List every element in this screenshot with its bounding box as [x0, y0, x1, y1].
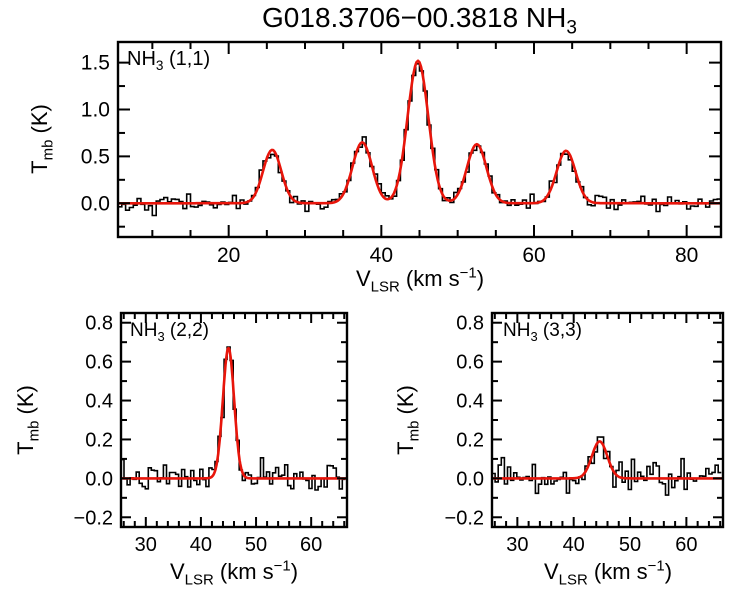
y-tick-label: 0.4: [85, 391, 113, 413]
y-tick-label: 0.8: [85, 313, 113, 335]
spectrum-histogram: [492, 436, 722, 496]
x-axis-label-bottom-left: VLSR (km s−1): [169, 557, 299, 589]
y-axis-label-bottom-left: Tmb (K): [13, 385, 43, 455]
y-tick-label: 0.0: [456, 468, 484, 490]
x-tick-label: 40: [190, 534, 212, 556]
y-tick-label: 0.2: [85, 429, 113, 451]
y-tick-label: 1.5: [81, 52, 110, 75]
x-tick-label: 60: [675, 534, 697, 556]
x-tick-label: 40: [370, 244, 393, 267]
axis-ticks: [493, 314, 722, 526]
y-axis-label-top: Tmb (K): [27, 104, 57, 174]
y-tick-label: 0.2: [456, 429, 484, 451]
gaussian-fit-curve: [121, 346, 347, 480]
axes-frame: [490, 311, 725, 529]
gaussian-fit-curve: [492, 440, 723, 480]
y-tick-label: 0.0: [81, 192, 110, 215]
y-tick-label: −0.2: [74, 507, 113, 529]
x-tick-label: 50: [619, 534, 641, 556]
y-tick-label: 0.4: [456, 391, 484, 413]
axes-frame: [119, 311, 349, 529]
x-tick-label: 60: [522, 244, 545, 267]
x-axis-label-top: VLSR (km s−1): [355, 264, 485, 296]
axis-ticks: [122, 314, 346, 526]
line-label-nh3-11: NH3 (1,1): [127, 48, 211, 73]
y-tick-label: 0.0: [85, 468, 113, 490]
data-layer-nh3-11: [118, 59, 721, 217]
spectrum-histogram: [121, 346, 346, 491]
y-tick-label: 0.5: [81, 145, 110, 168]
line-label-nh3-33: NH3 (3,3): [503, 320, 582, 344]
title-subscript: 3: [566, 17, 577, 39]
y-tick-label: −0.2: [445, 507, 484, 529]
axes-frame: [116, 40, 723, 239]
x-tick-label: 60: [300, 534, 322, 556]
y-tick-label: 0.6: [456, 352, 484, 374]
x-tick-label: 80: [675, 244, 698, 267]
x-axis-label-bottom-right: VLSR (km s−1): [543, 557, 673, 589]
title-text: G018.3706−00.3818 NH: [262, 2, 567, 33]
x-tick-label: 30: [506, 534, 528, 556]
x-tick-label: 40: [563, 534, 585, 556]
y-tick-label: 1.0: [81, 99, 110, 122]
y-axis-label-bottom-right: Tmb (K): [393, 385, 423, 455]
y-tick-label: 0.8: [456, 313, 484, 335]
figure-title: G018.3706−00.3818 NH3: [118, 2, 721, 38]
x-tick-label: 30: [135, 534, 157, 556]
axis-ticks: [119, 43, 720, 236]
x-tick-label: 50: [245, 534, 267, 556]
gaussian-fit-curve: [118, 59, 721, 205]
spectrum-histogram: [118, 63, 721, 217]
data-layer-nh3-33: [492, 436, 723, 496]
y-tick-label: 0.6: [85, 352, 113, 374]
x-tick-label: 20: [217, 244, 240, 267]
line-label-nh3-22: NH3 (2,2): [130, 320, 209, 344]
data-layer-nh3-22: [121, 346, 347, 491]
